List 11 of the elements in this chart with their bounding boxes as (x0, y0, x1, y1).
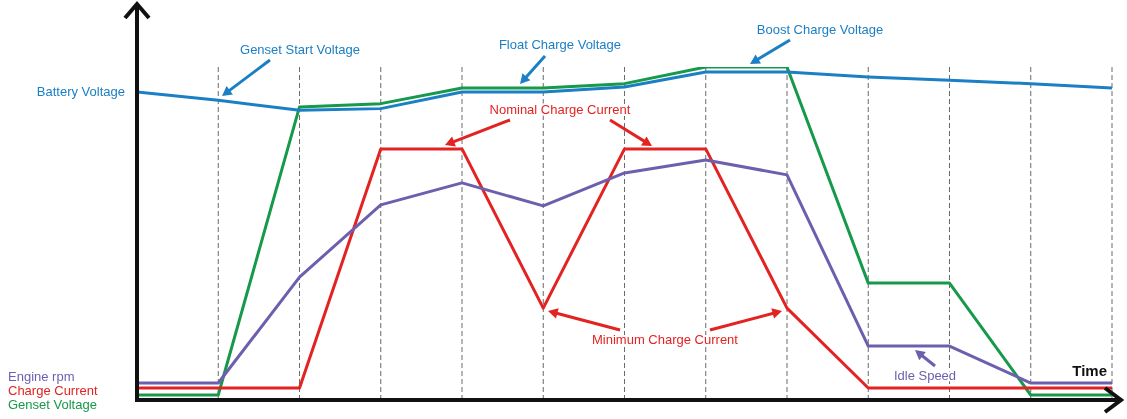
annotation: Nominal Charge Current (489, 102, 631, 117)
x-axis-title: Time (1072, 362, 1107, 379)
text: Charge Current (8, 383, 98, 398)
text: Genset Voltage (8, 397, 97, 412)
text: Genset Start Voltage (240, 42, 360, 57)
annotation: Minimum Charge Current (592, 332, 739, 347)
text: Float Charge Voltage (498, 37, 622, 52)
annotation: Idle Speed (893, 368, 957, 383)
series-label: Battery Voltage (36, 83, 125, 99)
text: Boost Charge Voltage (756, 22, 884, 37)
text: Engine rpm (8, 369, 75, 384)
